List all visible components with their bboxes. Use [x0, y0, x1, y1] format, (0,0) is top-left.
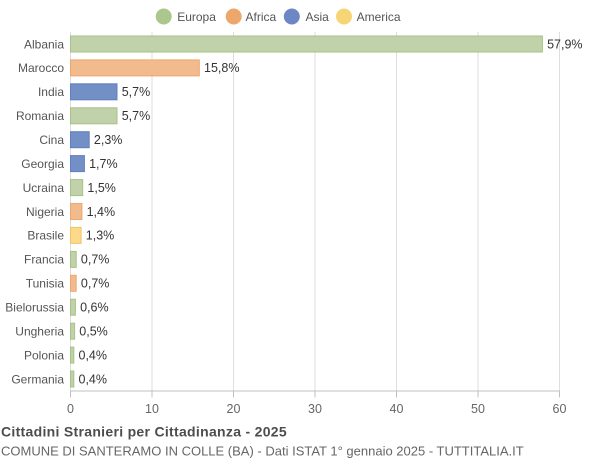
svg-text:Africa: Africa — [246, 10, 277, 24]
svg-text:5,7%: 5,7% — [122, 109, 151, 123]
svg-text:0,7%: 0,7% — [81, 277, 110, 291]
svg-text:20: 20 — [227, 402, 241, 416]
svg-text:2,3%: 2,3% — [94, 133, 123, 147]
svg-text:50: 50 — [471, 402, 485, 416]
svg-text:5,7%: 5,7% — [122, 85, 151, 99]
svg-text:Polonia: Polonia — [24, 348, 64, 362]
svg-text:Cina: Cina — [39, 133, 64, 147]
svg-text:Cittadini Stranieri per Cittad: Cittadini Stranieri per Cittadinanza - 2… — [1, 424, 287, 440]
svg-text:Ungheria: Ungheria — [15, 325, 64, 339]
svg-text:1,3%: 1,3% — [86, 229, 115, 243]
svg-text:1,4%: 1,4% — [87, 205, 116, 219]
svg-text:India: India — [38, 85, 64, 99]
svg-text:57,9%: 57,9% — [547, 37, 582, 51]
svg-text:15,8%: 15,8% — [204, 61, 239, 75]
svg-text:1,5%: 1,5% — [87, 181, 116, 195]
svg-text:1,7%: 1,7% — [89, 157, 118, 171]
svg-text:0,4%: 0,4% — [79, 372, 108, 386]
svg-text:Romania: Romania — [16, 109, 64, 123]
svg-text:Nigeria: Nigeria — [26, 205, 64, 219]
svg-text:America: America — [357, 10, 401, 24]
svg-text:Marocco: Marocco — [18, 61, 64, 75]
svg-text:10: 10 — [145, 402, 159, 416]
svg-text:0,6%: 0,6% — [80, 301, 109, 315]
svg-text:Europa: Europa — [177, 10, 216, 24]
svg-text:Albania: Albania — [24, 37, 64, 51]
svg-text:0,5%: 0,5% — [79, 325, 108, 339]
svg-text:COMUNE DI SANTERAMO IN COLLE (: COMUNE DI SANTERAMO IN COLLE (BA) - Dati… — [1, 444, 524, 459]
svg-text:60: 60 — [553, 402, 567, 416]
svg-text:Bielorussia: Bielorussia — [5, 301, 64, 315]
svg-text:Tunisia: Tunisia — [26, 277, 65, 291]
svg-text:Asia: Asia — [306, 10, 330, 24]
svg-text:Francia: Francia — [24, 253, 64, 267]
svg-text:Ucraina: Ucraina — [23, 181, 65, 195]
svg-text:0: 0 — [67, 402, 74, 416]
svg-text:Brasile: Brasile — [27, 229, 64, 243]
svg-text:0,4%: 0,4% — [79, 348, 108, 362]
svg-text:30: 30 — [308, 402, 322, 416]
svg-text:40: 40 — [390, 402, 404, 416]
svg-text:Germania: Germania — [11, 372, 64, 386]
svg-text:Georgia: Georgia — [21, 157, 64, 171]
svg-text:0,7%: 0,7% — [81, 253, 110, 267]
